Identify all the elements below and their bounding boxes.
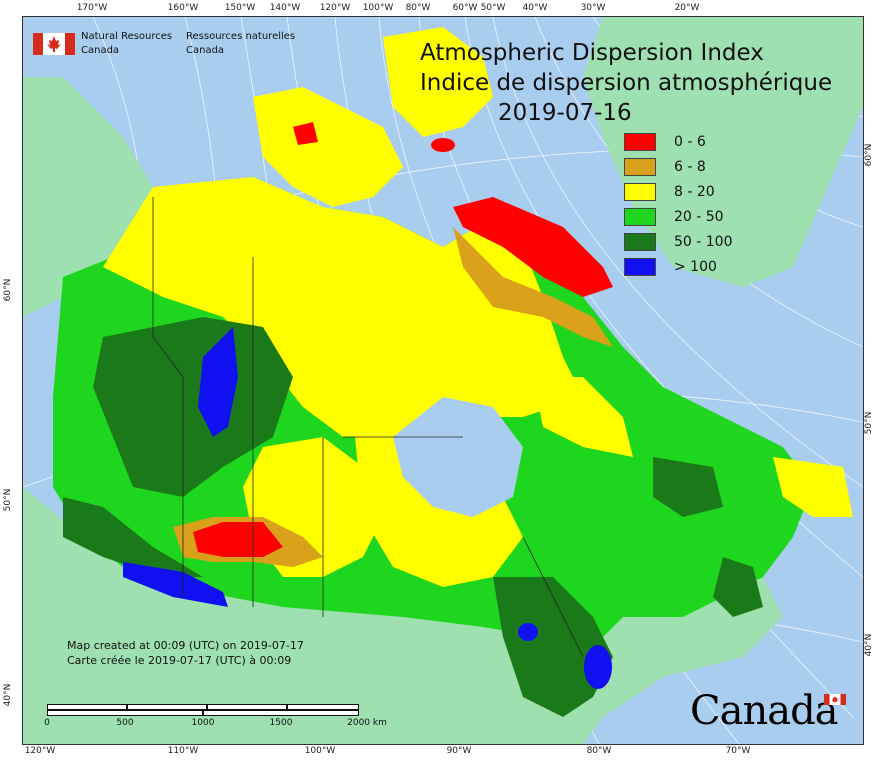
legend-label: 6 - 8 (674, 159, 706, 175)
scale-segment (127, 704, 207, 710)
legend-label: > 100 (674, 259, 717, 275)
legend-item: 8 - 20 (624, 183, 764, 203)
tick-label: 120°W (319, 3, 351, 13)
legend-swatch (624, 208, 656, 226)
legend-item: 50 - 100 (624, 233, 764, 253)
tick-label: 60°N (864, 143, 874, 167)
agency-name-fr: Ressources naturelles Canada (186, 30, 316, 58)
title-fr: Indice de dispersion atmosphérique (420, 70, 833, 96)
darkgreen-zone-west (93, 317, 293, 497)
tick-label: 60°N (3, 278, 13, 302)
blue-zone-lake (198, 327, 238, 437)
canada-flag-icon (33, 33, 75, 55)
red-zone-arctic (293, 122, 318, 145)
scale-label: 2000 km (347, 718, 387, 728)
scale-label: 0 (44, 718, 50, 728)
tick-label: 160°W (167, 3, 199, 13)
legend-item: 0 - 6 (624, 133, 764, 153)
legend-swatch (624, 158, 656, 176)
legend-item: 20 - 50 (624, 208, 764, 228)
blue-zone-south (123, 562, 228, 607)
map-canvas (22, 16, 864, 745)
blue-zone-spot (518, 623, 538, 641)
orange-zone-baffin (453, 227, 613, 347)
agency-name-en: Natural Resources Canada (81, 30, 191, 58)
tick-label: 80°W (405, 3, 431, 13)
darkgreen-zone-bc (63, 497, 203, 577)
scale-label: 500 (116, 718, 134, 728)
canada-wordmark: Canada (690, 688, 850, 736)
tick-label: 40°N (864, 633, 874, 657)
credit-fr: Carte créée le 2019-07-17 (UTC) à 00:09 (67, 654, 292, 667)
scale-segment (287, 704, 359, 710)
red-zone-baffin (453, 197, 613, 297)
scale-segment (207, 704, 287, 710)
tick-label: 50°W (480, 3, 506, 13)
tick-label: 90°W (446, 746, 472, 756)
map-title: Atmospheric Dispersion Index Indice de d… (420, 38, 832, 128)
tick-label: 50°N (3, 488, 13, 512)
red-zone-ellesmere (431, 138, 455, 152)
scale-segment (203, 710, 359, 716)
agency-fr-line: Ressources naturelles (186, 31, 296, 42)
map-credit: Map created at 00:09 (UTC) on 2019-07-17… (67, 638, 304, 668)
yellow-zone-newfoundland (773, 457, 853, 517)
wordmark-flag-icon (824, 694, 846, 705)
hudson-bay (393, 397, 523, 517)
tick-label: 150°W (224, 3, 256, 13)
yellow-zone-ellesmere (383, 27, 493, 137)
red-zone-prairie (193, 522, 283, 557)
legend-label: 8 - 20 (674, 184, 715, 200)
legend-swatch (624, 258, 656, 276)
legend-label: 20 - 50 (674, 209, 724, 225)
credit-en: Map created at 00:09 (UTC) on 2019-07-17 (67, 639, 304, 652)
tick-label: 170°W (76, 3, 108, 13)
tick-label: 70°W (725, 746, 751, 756)
legend-item: 6 - 8 (624, 158, 764, 178)
title-en: Atmospheric Dispersion Index (420, 40, 764, 66)
tick-label: 110°W (167, 746, 199, 756)
alaska (23, 77, 153, 317)
tick-label: 40°N (3, 683, 13, 707)
scale-label: 1000 (191, 718, 215, 728)
tick-label: 140°W (269, 3, 301, 13)
tick-label: 100°W (304, 746, 336, 756)
yellow-zone-quebec (533, 377, 633, 457)
tick-label: 30°W (580, 3, 606, 13)
scale-segment (47, 710, 203, 716)
tick-label: 40°W (522, 3, 548, 13)
tick-label: 50°N (864, 411, 874, 435)
legend-swatch (624, 233, 656, 251)
province-borders (152, 197, 584, 658)
blue-zone-ontario (584, 645, 612, 689)
tick-label: 120°W (24, 746, 56, 756)
darkgreen-zone-ontario (493, 577, 613, 717)
tick-label: 100°W (362, 3, 394, 13)
legend-item: > 100 (624, 258, 764, 278)
agency-fr-line: Canada (186, 45, 225, 56)
legend-label: 0 - 6 (674, 134, 706, 150)
tick-label: 60°W (452, 3, 478, 13)
agency-en-line: Natural Resources (81, 31, 173, 42)
wordmark-text: Canada (690, 688, 839, 734)
legend-swatch (624, 183, 656, 201)
tick-label: 80°W (586, 746, 612, 756)
scale-segment (47, 704, 127, 710)
legend-swatch (624, 133, 656, 151)
scale-bar: 0 500 1000 1500 2000 km (44, 704, 387, 732)
agency-en-line: Canada (81, 45, 120, 56)
map-graphic (23, 17, 863, 744)
tick-label: 20°W (674, 3, 700, 13)
scale-label: 1500 (269, 718, 293, 728)
yellow-zone-arctic (253, 87, 403, 207)
legend-label: 50 - 100 (674, 234, 733, 250)
darkgreen-zone-maritimes (713, 557, 763, 617)
map-date: 2019-07-16 (498, 100, 632, 126)
darkgreen-zone-labrador (653, 457, 723, 517)
